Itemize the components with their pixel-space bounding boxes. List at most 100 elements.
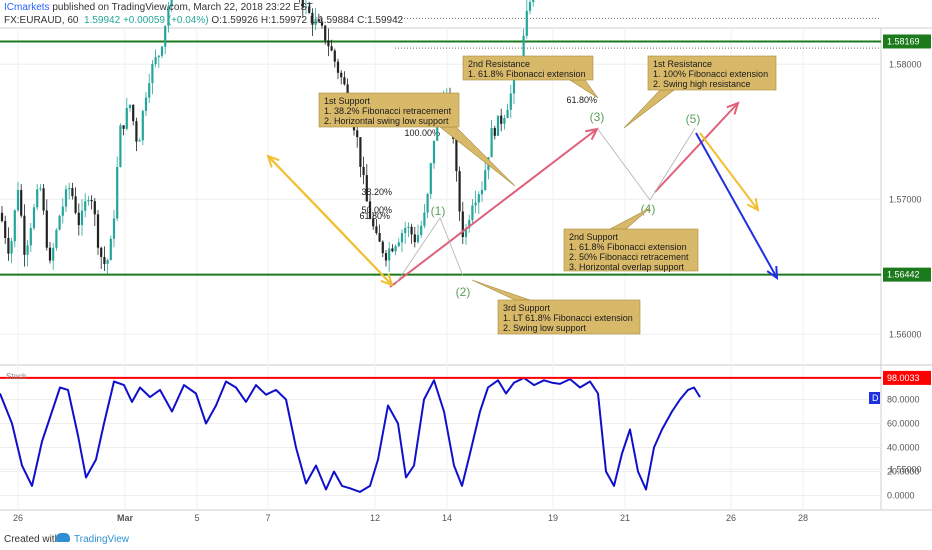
tradingview-link[interactable]: TradingView	[74, 534, 130, 545]
price-tick-label: 1.58000	[889, 59, 922, 69]
candle-body	[103, 256, 106, 264]
candle-body	[397, 242, 400, 247]
candle-body	[522, 35, 525, 64]
candle-body	[52, 247, 55, 261]
callout-1st-support-line: 2. Horizontal swing low support	[324, 116, 449, 126]
candle-body	[375, 226, 378, 234]
candle-body	[391, 248, 394, 252]
candle-body	[122, 125, 125, 129]
callout-1st-resistance-pointer	[623, 89, 675, 129]
drawings[interactable]	[266, 101, 779, 288]
candle-body	[420, 225, 423, 236]
callout-2nd-support-pointer	[609, 207, 651, 230]
fib-ret-382-label: 38.20%	[361, 187, 392, 197]
fibonacci-lines: 61.80%100.00%38.20%50.00%61.80%	[359, 17, 881, 221]
candle-body	[42, 188, 45, 211]
candle-body	[509, 93, 512, 110]
candle-body	[496, 115, 500, 136]
callout-2nd-support-line: 2nd Support	[569, 232, 619, 242]
candle-body	[68, 188, 71, 190]
callout-1st-resistance-line: 1st Resistance	[653, 59, 712, 69]
candle-body	[324, 25, 327, 41]
candle-body	[125, 108, 128, 129]
author-link[interactable]: ICmarkets	[4, 2, 50, 13]
candle-body	[4, 221, 7, 239]
candle-body	[45, 210, 48, 248]
candle-body	[74, 196, 77, 213]
candle-body	[372, 218, 375, 227]
pullback-arrow-head	[746, 198, 760, 212]
price-tick-label: 1.56000	[889, 329, 922, 339]
callout-3rd-support-line: 1. LT 61.8% Fibonacci extension	[503, 313, 633, 323]
candle-body	[400, 233, 404, 243]
symbol-label[interactable]: FX:EURAUD, 60	[4, 15, 79, 26]
swing-measure-arrow-down-head	[380, 273, 394, 287]
candle-body	[407, 226, 410, 229]
candle-body	[365, 175, 368, 202]
fib-ext-100-label: 100.00%	[404, 128, 440, 138]
candle-body	[343, 77, 346, 85]
candle-body	[301, 0, 304, 8]
price-tag-s3: 1.56442	[887, 270, 920, 280]
candle-body	[528, 2, 532, 11]
time-tick-label: 28	[798, 513, 808, 523]
candle-body	[87, 199, 90, 202]
candle-body	[336, 61, 340, 73]
candle-body	[356, 130, 359, 138]
header-line-2: FX:EURAUD, 60 1.59942 +0.00059 (+0.04%) …	[4, 14, 403, 27]
candle-body	[503, 117, 506, 124]
callout-1st-support-box	[318, 92, 460, 128]
candle-body	[39, 188, 42, 190]
candle-body	[320, 21, 324, 26]
price-tick-label: 1.55000	[889, 464, 922, 474]
candle-body	[0, 212, 4, 222]
candle-body	[308, 6, 311, 13]
wave-label: (5)	[686, 112, 701, 126]
candle-body	[304, 6, 308, 8]
candle-body	[160, 46, 164, 56]
candle-body	[106, 260, 109, 264]
swing-measure-arrow-up	[267, 155, 331, 221]
price-tags: 1.611541.603661.5994237:201.587671.58169…	[869, 34, 931, 404]
stoch-tick-label: 20.0000	[887, 467, 920, 477]
candle-body	[525, 10, 528, 36]
candle-body	[378, 233, 381, 242]
price-tag-s2-bg	[883, 34, 931, 49]
candle-body	[109, 238, 112, 261]
candle-body	[404, 228, 407, 234]
stoch-tick-label: 0.0000	[887, 491, 915, 501]
price-tag-s2: 1.58169	[887, 36, 920, 46]
open-value: O:1.59926	[211, 15, 259, 26]
stoch-plot	[0, 376, 881, 493]
candle-body	[416, 235, 420, 243]
published-text: published on TradingView.com, March 22, …	[49, 2, 313, 13]
bearish-target-arrow	[695, 132, 778, 279]
stoch-tag: 98.0033	[887, 373, 920, 383]
candle-body	[128, 104, 132, 109]
wave-3-arrow-head	[585, 127, 599, 141]
callout-1st-resistance-box	[647, 55, 777, 91]
candle-body	[144, 97, 148, 111]
candle-body	[362, 166, 365, 176]
candle-body	[71, 188, 74, 197]
candle-body	[23, 215, 26, 255]
candle-body	[112, 218, 116, 239]
horizontal-levels[interactable]	[0, 0, 881, 276]
tradingview-cloud-icon	[56, 533, 70, 542]
wave-label: (1)	[431, 204, 446, 218]
candle-body	[384, 253, 388, 261]
swing-measure-arrow-down	[329, 219, 393, 286]
fib-ext-618-label: 61.80%	[566, 95, 597, 105]
time-tick-label: 26	[13, 513, 23, 523]
candle-body	[506, 109, 509, 118]
callout-2nd-support-box	[563, 228, 699, 272]
callout-1st-support-line: 1st Support	[324, 96, 371, 106]
stoch-marker: D	[872, 393, 879, 403]
candle-body	[148, 83, 151, 98]
candle-body	[141, 110, 144, 141]
candle-body	[151, 64, 154, 84]
callout-1st-support-pointer	[439, 126, 516, 187]
low-value: L:1.59884	[309, 15, 355, 26]
